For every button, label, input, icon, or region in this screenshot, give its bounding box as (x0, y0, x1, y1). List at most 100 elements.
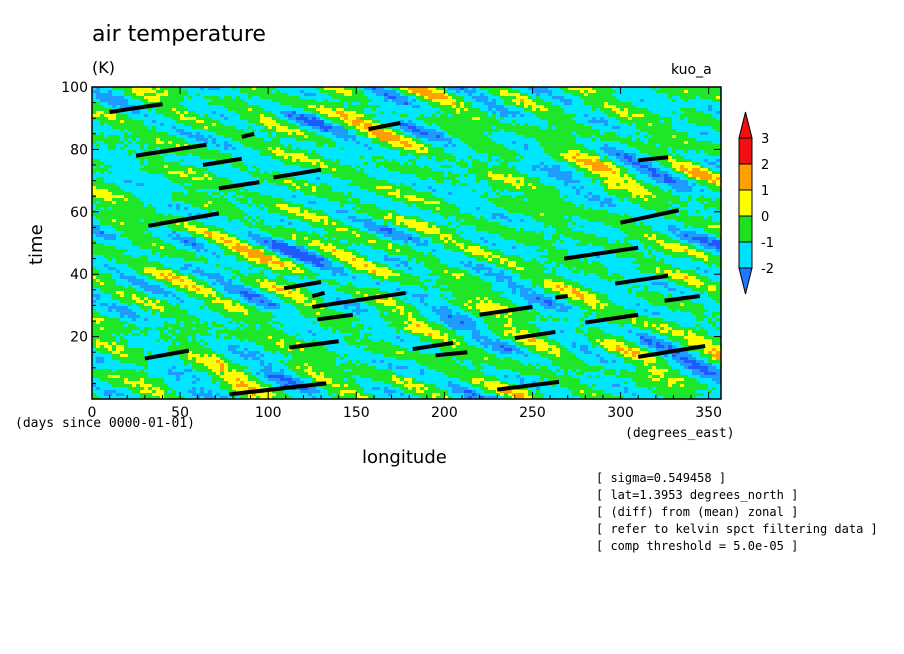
field-cell (604, 144, 609, 148)
field-cell (360, 96, 365, 100)
field-cell (164, 156, 169, 160)
field-cell (192, 141, 197, 145)
field-cell (600, 117, 605, 121)
field-cell (656, 111, 661, 115)
field-cell (280, 138, 285, 142)
field-cell (312, 102, 317, 106)
field-cell (136, 114, 141, 118)
field-cell (640, 138, 645, 142)
field-cell (560, 126, 565, 130)
field-cell (552, 168, 557, 172)
field-cell (184, 144, 189, 148)
field-cell (456, 162, 461, 166)
field-cell (100, 102, 105, 106)
field-cell (160, 93, 165, 97)
field-cell (488, 141, 493, 145)
field-cell (612, 96, 617, 100)
field-cell (388, 90, 393, 94)
field-cell (284, 141, 289, 145)
field-cell (500, 108, 505, 112)
field-cell (136, 93, 141, 97)
field-cell (584, 114, 589, 118)
field-cell (344, 174, 349, 178)
field-cell (476, 111, 481, 115)
field-cell (312, 162, 317, 166)
field-cell (688, 111, 693, 115)
field-cell (636, 132, 641, 136)
field-cell (620, 123, 625, 127)
field-cell (456, 153, 461, 157)
field-cell (500, 150, 505, 154)
field-cell (380, 120, 385, 124)
field-cell (672, 105, 677, 109)
field-cell (160, 141, 165, 145)
field-cell (436, 174, 441, 178)
field-cell (588, 126, 593, 130)
field-cell (620, 135, 625, 139)
field-cell (184, 99, 189, 103)
field-cell (472, 147, 477, 151)
field-cell (188, 162, 193, 166)
field-cell (584, 87, 589, 91)
field-cell (128, 102, 133, 106)
field-cell (464, 105, 469, 109)
field-cell (500, 171, 505, 175)
field-cell (204, 96, 209, 100)
field-cell (420, 99, 425, 103)
field-cell (232, 132, 237, 136)
field-cell (612, 129, 617, 133)
field-cell (336, 105, 341, 109)
field-cell (576, 129, 581, 133)
field-cell (292, 96, 297, 100)
field-cell (276, 144, 281, 148)
field-cell (508, 174, 513, 178)
field-cell (324, 126, 329, 130)
field-cell (292, 108, 297, 112)
field-cell (576, 99, 581, 103)
field-cell (596, 150, 601, 154)
field-cell (608, 102, 613, 106)
field-cell (620, 102, 625, 106)
field-cell (276, 123, 281, 127)
field-cell (172, 114, 177, 118)
field-cell (180, 150, 185, 154)
field-cell (120, 156, 125, 160)
field-cell (112, 177, 117, 181)
field-cell (644, 168, 649, 172)
field-cell (536, 111, 541, 115)
field-cell (156, 144, 161, 148)
field-cell (236, 162, 241, 166)
field-cell (440, 87, 445, 91)
field-cell (252, 147, 257, 151)
field-cell (196, 105, 201, 109)
field-cell (296, 96, 301, 100)
field-cell (116, 159, 121, 163)
field-cell (528, 138, 533, 142)
field-cell (668, 135, 673, 139)
field-cell (160, 174, 165, 178)
field-cell (456, 96, 461, 100)
field-cell (604, 159, 609, 163)
field-cell (660, 90, 665, 94)
field-cell (692, 159, 697, 163)
field-cell (364, 120, 369, 124)
field-cell (472, 96, 477, 100)
field-cell (104, 171, 109, 175)
field-cell (512, 90, 517, 94)
field-cell (112, 150, 117, 154)
field-cell (160, 120, 165, 124)
field-cell (536, 153, 541, 157)
field-cell (192, 138, 197, 142)
field-cell (368, 177, 373, 181)
field-cell (104, 96, 109, 100)
field-cell (128, 150, 133, 154)
field-cell (400, 150, 405, 154)
field-cell (312, 153, 317, 157)
field-cell (376, 93, 381, 97)
field-cell (276, 117, 281, 121)
field-cell (204, 129, 209, 133)
field-cell (524, 162, 529, 166)
field-cell (368, 135, 373, 139)
field-cell (616, 168, 621, 172)
field-cell (296, 117, 301, 121)
